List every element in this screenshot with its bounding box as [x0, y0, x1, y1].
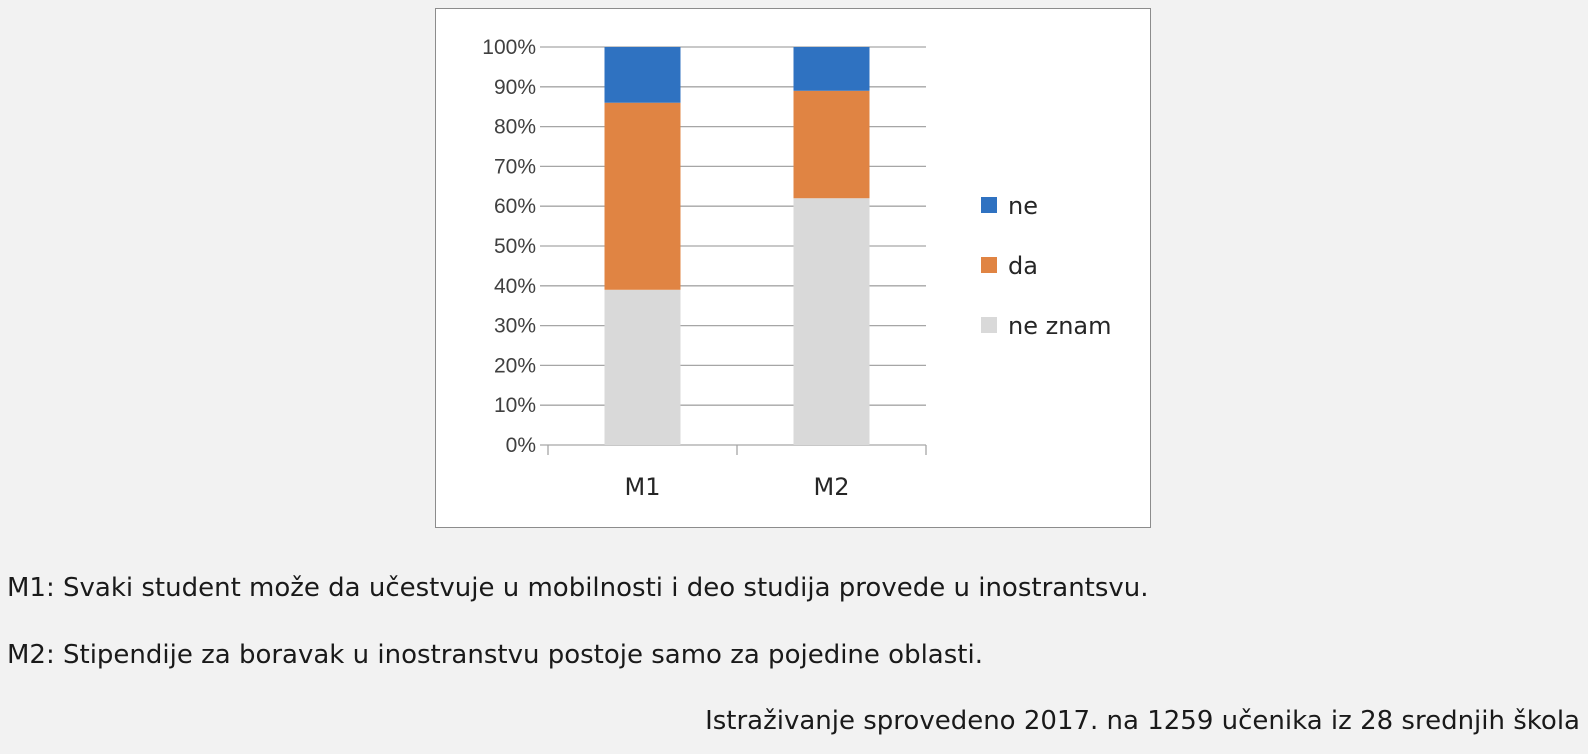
y-tick-label: 50% — [494, 235, 536, 258]
y-tick-label: 100% — [482, 36, 536, 59]
y-tick-label: 30% — [494, 315, 536, 338]
stacked-bar-chart: 0% 10% 20% 30% 40% 50% 60% 70% 80% 90% 100% M1 M2 ne d… — [482, 36, 1112, 501]
legend-label-ne-znam: ne znam — [1008, 312, 1112, 340]
y-tick-label: 90% — [494, 76, 536, 99]
bar-m1-da — [604, 102, 681, 290]
x-category-label: M2 — [814, 473, 850, 501]
y-tick-label: 20% — [494, 354, 536, 377]
source-note: Istraživanje sprovedeno 2017. na 1259 uč… — [705, 706, 1580, 736]
caption-m2: M2: Stipendije za boravak u inostranstvu… — [7, 640, 983, 670]
legend-label-ne: ne — [1008, 192, 1038, 220]
bar-m1-ne-znam — [604, 289, 681, 445]
legend-swatch-da — [981, 257, 997, 273]
legend-swatch-ne-znam — [981, 317, 997, 333]
y-tick-label: 60% — [494, 195, 536, 218]
bar-m2-da — [793, 90, 870, 199]
bar-m1-ne — [604, 47, 681, 103]
y-tick-label: 70% — [494, 155, 536, 178]
y-tick-label: 0% — [506, 434, 536, 457]
bar-m2-ne — [793, 47, 870, 91]
chart-container: 0% 10% 20% 30% 40% 50% 60% 70% 80% 90% 100% M1 M2 ne d… — [435, 8, 1151, 528]
y-tick-label: 40% — [494, 275, 536, 298]
legend-swatch-ne — [981, 197, 997, 213]
y-tick-label: 80% — [494, 116, 536, 139]
legend-label-da: da — [1008, 252, 1038, 280]
caption-m1: M1: Svaki student može da učestvuje u mo… — [7, 573, 1149, 603]
bar-m2-ne-znam — [793, 198, 870, 445]
y-tick-label: 10% — [494, 394, 536, 417]
x-category-label: M1 — [625, 473, 661, 501]
